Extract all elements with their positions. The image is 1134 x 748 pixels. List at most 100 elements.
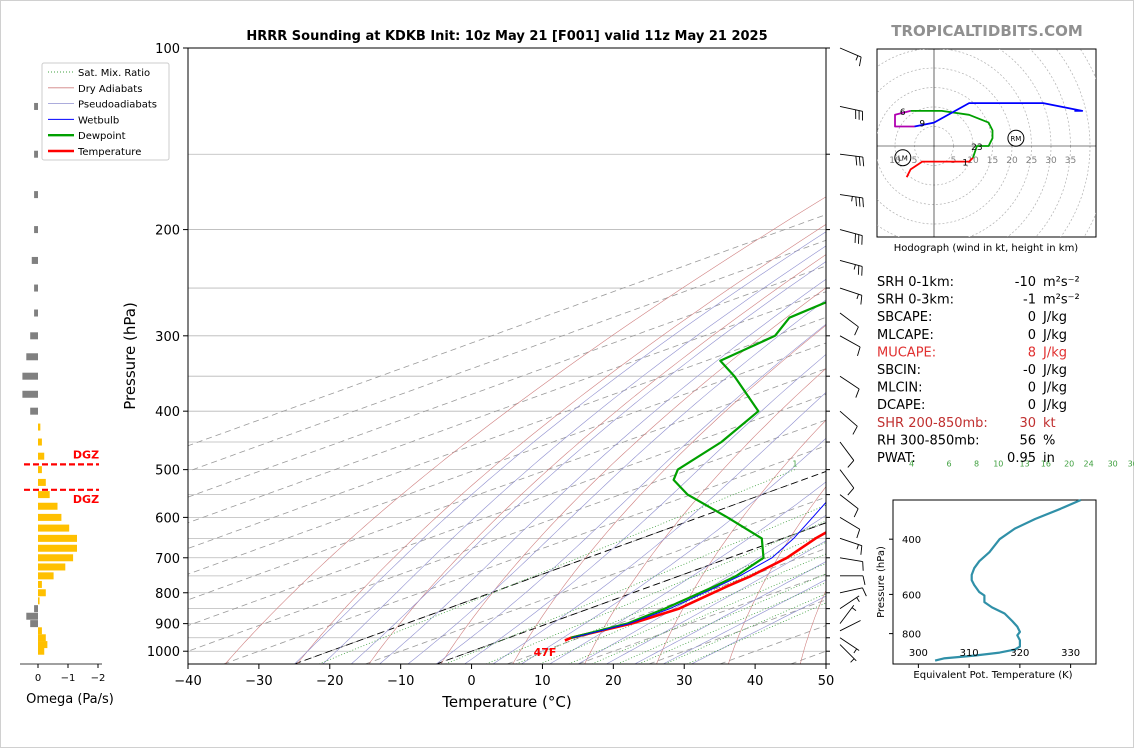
hodo-ring-label-left: 5 bbox=[912, 156, 918, 166]
omega-bar bbox=[38, 466, 42, 474]
wind-barb-half bbox=[853, 264, 856, 270]
index-value: 0.95 bbox=[1007, 451, 1036, 466]
pseudoadiabat bbox=[492, 392, 826, 664]
omega-bar bbox=[38, 589, 46, 597]
omega-bar bbox=[38, 513, 62, 521]
hodo-ring-label: 30 bbox=[1045, 156, 1057, 166]
isotherm-line bbox=[223, 445, 826, 664]
x-tick-label: 10 bbox=[534, 674, 551, 689]
legend-label: Wetbulb bbox=[78, 115, 119, 126]
wind-barb-full bbox=[856, 529, 861, 539]
y-tick-label: 500 bbox=[155, 464, 180, 479]
omega-bar bbox=[38, 580, 42, 588]
mixing-ratio-line bbox=[318, 469, 796, 664]
hodo-marker-label: LM bbox=[898, 155, 908, 163]
wind-barb-staff bbox=[839, 375, 860, 390]
omega-bar bbox=[38, 572, 54, 580]
x-tick-label: 20 bbox=[605, 674, 622, 689]
x-tick-label: 0 bbox=[467, 674, 475, 689]
mixing-ratio-labels: 1 4 6 8 10 13 16 20 24 30 36 bbox=[792, 460, 1134, 469]
wind-barb-full bbox=[855, 156, 858, 166]
omega-bar bbox=[38, 438, 42, 446]
index-label: MUCAPE: bbox=[877, 345, 936, 360]
dry-adiabat bbox=[440, 287, 826, 664]
index-label: RH 300-850mb: bbox=[877, 433, 980, 448]
omega-bar bbox=[38, 452, 45, 460]
omega-tick-label: −2 bbox=[91, 673, 106, 684]
y-tick-label: 600 bbox=[155, 511, 180, 526]
theta-e-trace bbox=[934, 498, 1082, 662]
omega-bar bbox=[38, 647, 45, 655]
mixing-ratio-line bbox=[539, 541, 826, 664]
index-value: -1 bbox=[1023, 293, 1036, 308]
x-tick-label: −10 bbox=[387, 674, 414, 689]
wind-barb-staff bbox=[839, 335, 861, 348]
omega-panel: 0 −1 −2 DGZ DGZ bbox=[20, 102, 106, 684]
theta-e-ylabel: Pressure (hPa) bbox=[876, 546, 887, 618]
wind-barb-half bbox=[856, 597, 860, 602]
index-value: 0 bbox=[1028, 328, 1036, 343]
wind-barb-staff bbox=[839, 441, 855, 461]
hodo-ring-label: 20 bbox=[1006, 156, 1018, 166]
skewt-frame bbox=[187, 47, 827, 665]
wind-barb-half bbox=[850, 658, 855, 663]
pseudoadiabat bbox=[634, 561, 826, 664]
omega-bar bbox=[38, 634, 46, 642]
wind-barb-full bbox=[854, 326, 859, 336]
isotherm-line bbox=[188, 393, 826, 626]
index-label: SBCAPE: bbox=[877, 310, 932, 325]
wind-barb-half bbox=[856, 544, 859, 550]
y-tick-label: 200 bbox=[155, 224, 180, 239]
omega-bar bbox=[38, 502, 58, 510]
index-label: MLCIN: bbox=[877, 381, 922, 396]
isotherm-line bbox=[188, 291, 826, 524]
hodo-segment bbox=[914, 102, 1084, 128]
omega-bar bbox=[38, 627, 42, 635]
hodo-height-label: 9 bbox=[919, 120, 925, 130]
wind-barb-full bbox=[862, 197, 864, 208]
hodo-marker bbox=[894, 149, 912, 167]
index-label: SHR 200-850mb: bbox=[877, 416, 988, 431]
mixing-ratio-line bbox=[617, 573, 826, 664]
wind-barb-staff bbox=[839, 47, 862, 58]
omega-bar bbox=[34, 284, 38, 292]
pseudoadiabat bbox=[464, 354, 826, 664]
isotherm-line bbox=[188, 214, 826, 447]
mixing-ratio-label: 6 bbox=[946, 460, 951, 469]
wind-barb-staff bbox=[839, 557, 863, 563]
chart-title: HRRR Sounding at KDKB Init: 10z May 21 [… bbox=[246, 29, 767, 44]
index-unit: J/kg bbox=[1042, 328, 1067, 343]
theta-e-xtick-label: 310 bbox=[960, 648, 979, 659]
wind-barb-staff bbox=[839, 537, 862, 547]
temperature-trace bbox=[564, 530, 826, 642]
x-tick-label: 50 bbox=[818, 674, 835, 689]
wind-barb-staff bbox=[839, 494, 859, 510]
omega-bar bbox=[38, 524, 70, 532]
surface-temp-label: 47F bbox=[534, 646, 557, 659]
index-unit: J/kg bbox=[1042, 310, 1067, 325]
wind-barb-full bbox=[862, 587, 867, 597]
x-tick-label: −40 bbox=[174, 674, 201, 689]
theta-e-ytick-label: 600 bbox=[902, 590, 921, 601]
theta-e-frame bbox=[892, 499, 1097, 665]
wind-barb-full bbox=[847, 460, 855, 468]
y-tick-label: 300 bbox=[155, 330, 180, 345]
index-unit: J/kg bbox=[1042, 345, 1067, 360]
hodograph-caption: Hodograph (wind in kt, height in km) bbox=[894, 243, 1079, 254]
y-tick-label: 400 bbox=[155, 405, 180, 420]
pseudoadiabats bbox=[294, 231, 826, 664]
legend-label: Temperature bbox=[77, 147, 141, 158]
theta-e-ytick-label: 400 bbox=[902, 535, 921, 546]
index-unit: m²s⁻² bbox=[1043, 293, 1080, 308]
theta-e-xtick-label: 300 bbox=[909, 648, 928, 659]
omega-bar bbox=[30, 407, 38, 415]
index-value: 0 bbox=[1028, 398, 1036, 413]
hodo-ring-label: 35 bbox=[1065, 156, 1076, 166]
omega-bar bbox=[38, 423, 41, 431]
mixing-ratio-label: 36 bbox=[1128, 460, 1134, 469]
pseudoadiabat bbox=[691, 595, 826, 664]
omega-bar bbox=[30, 332, 38, 340]
index-unit: kt bbox=[1043, 416, 1056, 431]
index-label: SBCIN: bbox=[877, 363, 921, 378]
